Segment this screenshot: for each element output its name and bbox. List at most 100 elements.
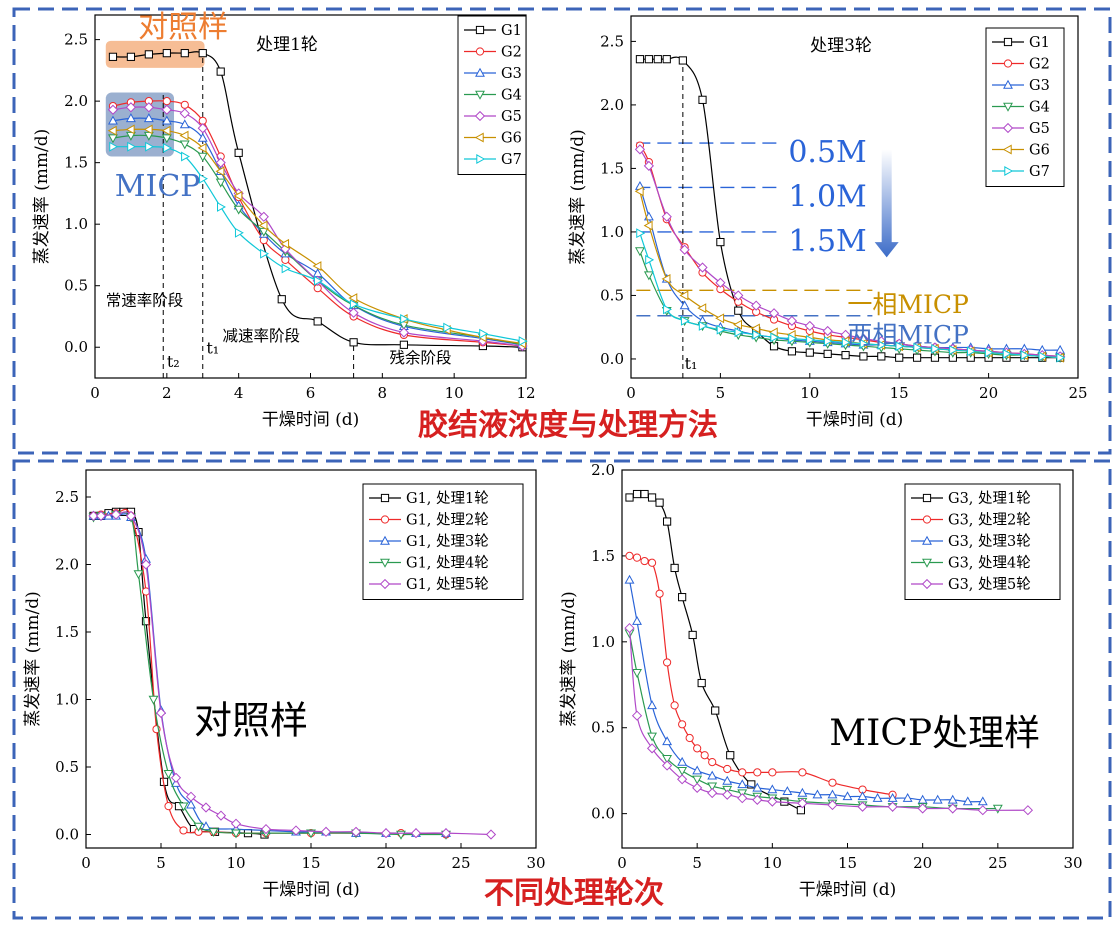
data-point [179, 140, 190, 150]
data-point [647, 558, 657, 567]
legend: G1 G2 G3 G4 G5 G6 G7 [457, 15, 527, 175]
data-point [148, 695, 159, 705]
data-point [698, 95, 707, 104]
data-point [108, 115, 118, 125]
data-point [217, 202, 226, 212]
data-point [697, 678, 706, 688]
data-point [722, 789, 733, 800]
data-point [216, 67, 225, 76]
series-g3 [108, 113, 528, 349]
t1-label: t₁ [685, 354, 698, 373]
data-point [162, 49, 171, 58]
y-tick-label: 2.5 [600, 32, 624, 50]
caption-bottom: 不同处理轮次 [484, 876, 664, 911]
y-tick-label: 1.5 [55, 623, 79, 641]
data-point [215, 157, 226, 168]
legend-label: G1, 处理4轮 [406, 555, 489, 572]
data-point [108, 134, 118, 144]
frame-top [12, 7, 1112, 455]
x-tick-label: 20 [979, 384, 998, 402]
chart-title: 处理1轮 [256, 35, 318, 55]
data-point [636, 228, 646, 239]
series-g3-3 [624, 574, 988, 806]
data-point [662, 55, 671, 64]
data-point [400, 313, 410, 324]
data-point [260, 823, 272, 835]
data-point [198, 49, 207, 58]
data-point [752, 329, 762, 340]
data-point [443, 322, 453, 333]
chart-2: 0 5 10 15 20 25 0.0 0.5 1.0 1.5 2.0 2.5 干燥时间 (d) 蒸发速率… [568, 15, 1088, 430]
data-point [624, 574, 635, 584]
data-point [767, 784, 778, 794]
legend: G1 G2 G3 G4 G5 G6 G7 [985, 27, 1065, 187]
data-point [162, 97, 171, 106]
data-point [723, 764, 732, 774]
data-point [398, 321, 409, 331]
x-tick-label: 12 [516, 384, 535, 402]
data-point [768, 768, 777, 777]
x-tick-label: 15 [301, 854, 320, 872]
data-point [179, 119, 190, 129]
data-point [872, 792, 883, 802]
data-point [977, 805, 988, 816]
data-point [678, 720, 687, 729]
data-point [643, 160, 654, 171]
x-tick-label: 10 [800, 384, 819, 402]
data-point [670, 563, 679, 573]
label-two-phase-micp: 两相MICP [847, 321, 968, 350]
y-axis-label: 蒸发速率 (mm/d) [32, 129, 52, 265]
legend-label: G7 [1029, 164, 1050, 180]
data-point [804, 320, 815, 332]
data-point [180, 49, 189, 58]
x-tick-label: 10 [226, 854, 245, 872]
data-point [632, 615, 642, 625]
data-point [726, 751, 735, 760]
data-point [662, 754, 673, 764]
data-point [635, 55, 645, 64]
legend-marker [1004, 166, 1014, 176]
data-point [320, 826, 332, 837]
data-point [661, 760, 673, 771]
label-one-phase-micp: 一相MICP [847, 290, 968, 319]
y-tick-label: 1.0 [600, 223, 624, 241]
legend-marker [474, 110, 486, 122]
legend-label: G6 [1029, 143, 1050, 159]
y-tick-label: 2.0 [600, 96, 624, 114]
x-axis-label: 干燥时间 (d) [799, 880, 897, 900]
legend-label: G1, 处理3轮 [406, 533, 489, 550]
data-point [661, 273, 671, 284]
x-tick-label: 8 [378, 384, 388, 402]
data-point [215, 810, 227, 821]
y-tick-label: 0.0 [591, 805, 615, 823]
data-point [768, 308, 780, 319]
data-point [643, 220, 653, 231]
data-point [88, 510, 99, 522]
data-point [902, 792, 913, 802]
legend-marker [475, 90, 485, 100]
data-point [887, 801, 898, 812]
data-point [842, 791, 853, 801]
data-point [140, 559, 152, 570]
legend-label: G1 [1029, 35, 1050, 51]
data-point [716, 237, 725, 247]
data-point [663, 517, 672, 526]
data-point [877, 340, 887, 350]
data-point [290, 825, 302, 836]
data-point [312, 261, 322, 271]
data-point [349, 299, 359, 310]
data-point [161, 134, 172, 144]
data-point [133, 570, 144, 580]
data-point [180, 100, 189, 109]
data-point [786, 315, 798, 326]
legend-box [457, 15, 527, 175]
x-tick-label: 4 [234, 384, 244, 402]
data-point [827, 789, 838, 799]
series-line [112, 51, 523, 348]
y-tick-label: 0.0 [55, 826, 79, 844]
data-point [737, 793, 748, 804]
sample-label: 对照样 [194, 698, 308, 742]
data-point [663, 658, 672, 667]
data-point [693, 744, 702, 753]
